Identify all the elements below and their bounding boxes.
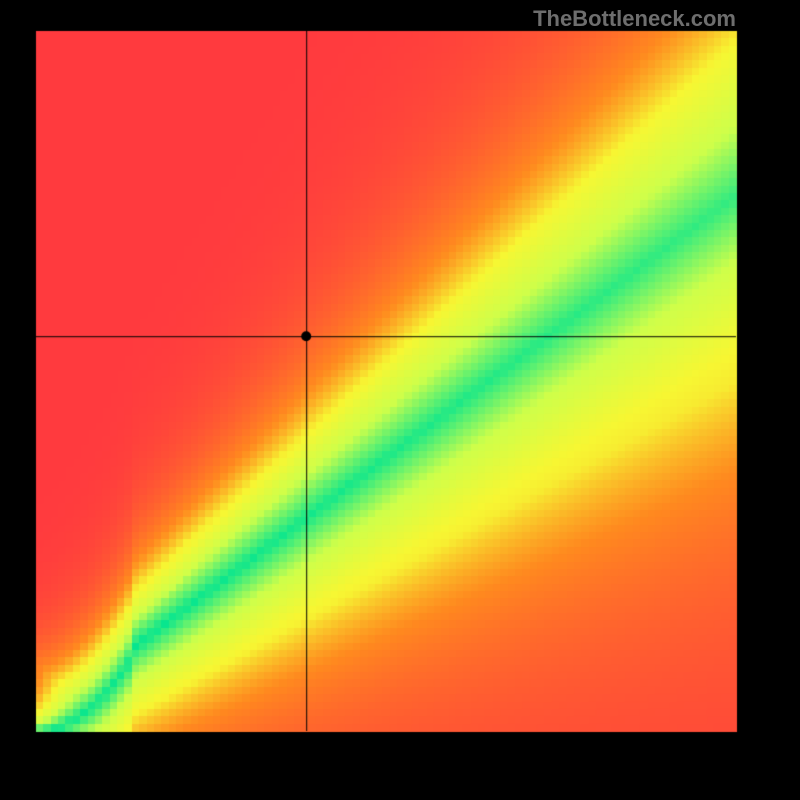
heatmap-canvas (0, 0, 800, 800)
watermark-text: TheBottleneck.com (533, 6, 736, 32)
